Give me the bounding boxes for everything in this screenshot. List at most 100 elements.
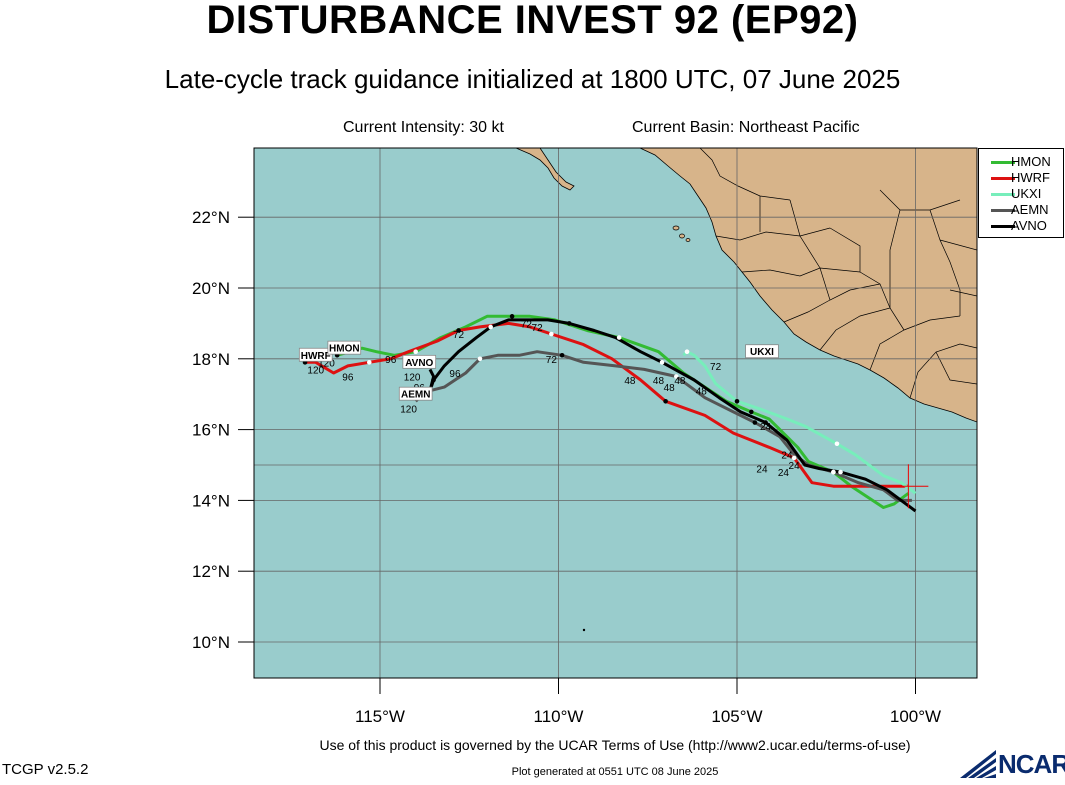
legend-item-hmon: HMON xyxy=(979,154,1065,170)
track-point-hwrf xyxy=(549,331,554,337)
model-end-label-box xyxy=(327,340,362,355)
track-point-ukxi xyxy=(734,398,740,404)
forecast-hour-label: 48 xyxy=(653,376,665,387)
track-annotations: 2424242424484848484872727272729696969612… xyxy=(298,314,929,509)
map-axes: 10°N 12°N 14°N 16°N 18°N 20°N 22°N 115°W 110°W 10… xyxy=(192,208,941,726)
legend-swatch-hmon xyxy=(991,161,1015,164)
lat-tick-label: 18°N xyxy=(192,350,230,369)
track-point-avno xyxy=(566,321,572,326)
version-label: TCGP v2.5.2 xyxy=(2,761,89,778)
track-point-aemn xyxy=(752,420,758,425)
lon-tick-label: 100°W xyxy=(890,707,941,726)
forecast-hour-label: 72 xyxy=(521,319,533,330)
forecast-hour-label: 72 xyxy=(532,323,544,334)
legend-swatch-hwrf xyxy=(991,177,1015,180)
island xyxy=(679,233,685,239)
island xyxy=(582,628,586,632)
forecast-hour-label: 120 xyxy=(404,373,421,384)
forecast-hour-label: 24 xyxy=(781,450,793,461)
legend-item-aemn: AEMN xyxy=(979,202,1065,218)
track-point-hwrf xyxy=(366,360,372,365)
forecast-hour-label: 120 xyxy=(400,404,417,415)
model-end-label: HMON xyxy=(329,344,360,355)
lat-lon-grid xyxy=(254,148,977,678)
track-point-aemn xyxy=(831,469,836,475)
chart-title: DISTURBANCE INVEST 92 (EP92) xyxy=(206,0,859,42)
land-areas xyxy=(515,148,977,632)
current-intensity: Current Intensity: 30 kt xyxy=(343,119,504,136)
model-end-label: HWRF xyxy=(301,351,331,362)
track-point-aemn xyxy=(674,374,679,379)
track-ukxi xyxy=(682,350,917,495)
forecast-hour-label: 72 xyxy=(710,362,722,373)
ncar-logo-text: NCAR xyxy=(998,749,1065,779)
lon-tick-label: 110°W xyxy=(534,707,584,726)
forecast-hour-label: 24 xyxy=(789,461,801,472)
forecast-hour-label: 96 xyxy=(449,369,461,380)
forecast-hour-label: 72 xyxy=(546,355,558,366)
legend-label-aemn: AEMN xyxy=(1011,202,1049,217)
forecast-hour-label: 48 xyxy=(674,376,686,387)
track-point-ukxi xyxy=(834,441,840,447)
lat-tick-label: 22°N xyxy=(192,208,230,227)
legend-label-ukxi: UKXI xyxy=(1011,186,1042,201)
generated-timestamp: Plot generated at 0551 UTC 08 June 2025 xyxy=(511,766,719,778)
forecast-hour-label: 120 xyxy=(307,365,324,376)
forecast-hour-label: 24 xyxy=(760,422,772,433)
lat-tick-label: 10°N xyxy=(192,633,230,652)
model-end-label: AVNO xyxy=(405,358,433,369)
track-point-hwrf xyxy=(663,398,668,404)
track-point-hwrf xyxy=(456,328,461,333)
legend-label-hwrf: HWRF xyxy=(1011,170,1050,185)
lon-tick-label: 115°W xyxy=(355,707,405,726)
track-point-hmon xyxy=(509,314,515,319)
track-avno xyxy=(428,318,917,513)
forecast-hour-label: 96 xyxy=(342,373,354,384)
map-frame xyxy=(253,147,978,679)
track-point-avno xyxy=(431,377,436,383)
lat-tick-label: 14°N xyxy=(192,491,230,510)
forecast-hour-label: 72 xyxy=(453,330,465,341)
forecast-hour-label: 96 xyxy=(385,355,397,366)
forecast-hour-label: 24 xyxy=(756,465,768,476)
forecast-hour-label: 24 xyxy=(778,468,790,479)
track-point-aemn xyxy=(559,352,565,358)
model-end-label-box xyxy=(398,386,433,401)
legend-label-hmon: HMON xyxy=(1011,154,1051,169)
island xyxy=(672,225,680,231)
ncar-logo-icon xyxy=(960,750,996,778)
baja-california-land xyxy=(515,148,575,191)
forecast-hour-label: 120 xyxy=(318,358,335,369)
track-point-avno xyxy=(838,469,843,475)
ncar-logo: NCAR xyxy=(958,748,1065,780)
terms-of-use-text: Use of this product is governed by the U… xyxy=(319,737,911,753)
legend-item-avno: AVNO xyxy=(979,218,1065,234)
track-point-hmon xyxy=(748,409,754,415)
current-basin: Current Basin: Northeast Pacific xyxy=(632,119,860,136)
model-end-label: UKXI xyxy=(750,347,774,358)
forecast-hour-label: 48 xyxy=(624,376,636,387)
island xyxy=(685,238,691,242)
model-end-label-box xyxy=(745,344,779,359)
lat-tick-label: 12°N xyxy=(192,562,230,581)
legend-item-hwrf: HWRF xyxy=(979,170,1065,186)
model-end-label: AEMN xyxy=(401,390,430,401)
track-point-avno xyxy=(763,420,768,425)
track-point-aemn xyxy=(477,356,483,362)
legend-swatch-avno xyxy=(991,225,1015,228)
model-end-label-box xyxy=(298,347,333,362)
forecast-hour-label: 48 xyxy=(664,383,676,394)
mexico-mainland-land xyxy=(639,148,977,423)
chart-subtitle: Late-cycle track guidance initialized at… xyxy=(164,64,901,94)
track-point-avno xyxy=(488,324,493,330)
track-point-ukxi xyxy=(684,349,690,355)
model-legend: HMON HWRF UKXI AEMN AVNO xyxy=(978,148,1064,238)
legend-item-ukxi: UKXI xyxy=(979,186,1065,202)
track-point-hmon xyxy=(413,349,419,355)
model-end-label-box xyxy=(402,354,437,369)
legend-label-avno: AVNO xyxy=(1011,218,1047,233)
lat-tick-label: 16°N xyxy=(192,421,230,440)
track-point-avno xyxy=(659,360,665,365)
lon-tick-label: 105°W xyxy=(711,707,762,726)
